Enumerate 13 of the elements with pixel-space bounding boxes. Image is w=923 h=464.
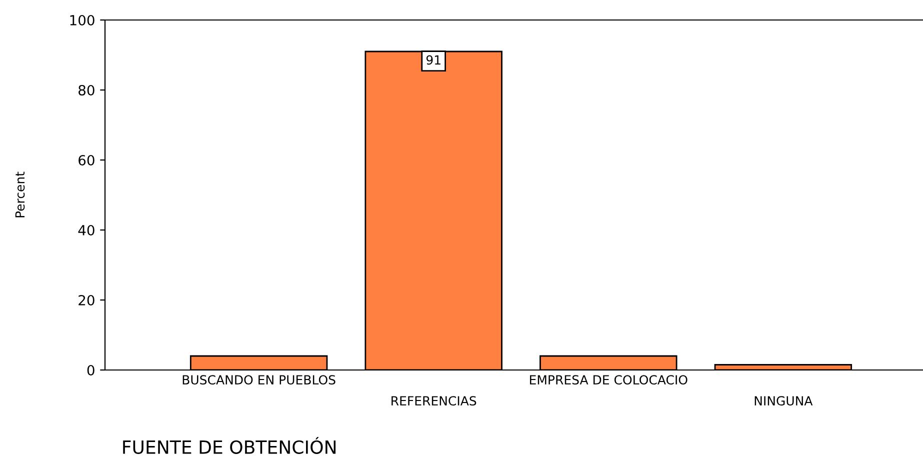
data-label: 91 — [426, 55, 440, 65]
y-tick-label: 40 — [78, 224, 94, 236]
y-axis-title: Percent — [15, 172, 25, 218]
y-tick-label: 80 — [78, 84, 94, 96]
x-tick-label: BUSCANDO EN PUEBLOS — [182, 375, 336, 385]
y-tick-label: 20 — [78, 294, 94, 306]
x-tick-label: EMPRESA DE COLOCACIO — [530, 375, 688, 385]
y-tick-label: 60 — [78, 154, 94, 166]
y-tick-label: 0 — [87, 364, 94, 376]
x-axis-title: FUENTE DE OBTENCIÓN — [123, 437, 336, 454]
y-tick-label: 100 — [70, 14, 94, 26]
x-tick-label: REFERENCIAS — [392, 396, 476, 406]
x-tick-label: NINGUNA — [754, 396, 813, 406]
